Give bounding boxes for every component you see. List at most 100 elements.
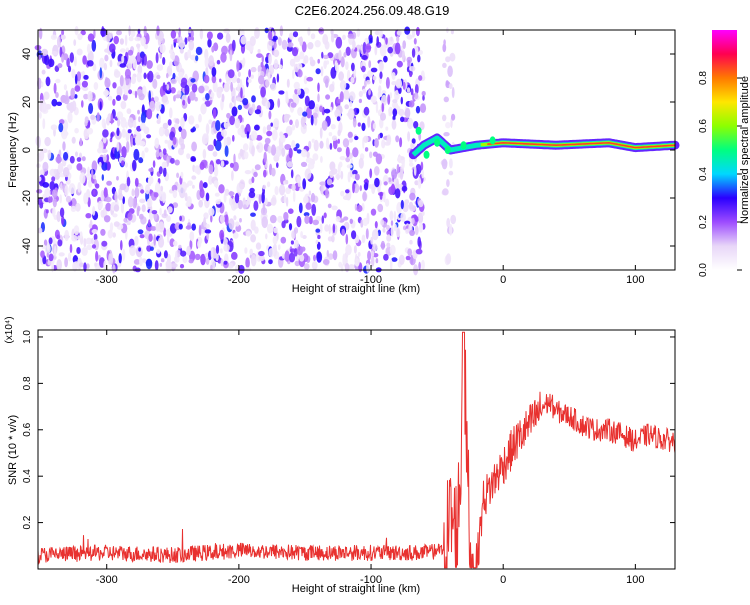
spectrogram-noise-cell [293, 81, 300, 90]
spectrogram-noise-cell [329, 83, 335, 93]
spectrogram-noise-cell [191, 175, 197, 180]
spectrogram-noise-cell [178, 223, 183, 230]
spectrogram-noise-cell [289, 119, 293, 126]
spectrogram-noise-cell [295, 55, 299, 61]
spectrogram-noise-cell [93, 82, 99, 90]
spectrogram-noise-cell [174, 159, 180, 166]
spectrogram-noise-cell [103, 260, 107, 271]
spectrogram-noise-cell [350, 76, 355, 84]
spectrogram-noise-cell [205, 66, 209, 78]
spectrogram-noise-cell [112, 264, 116, 274]
spectrogram-noise-cell [387, 46, 394, 54]
spectrogram-noise-cell [284, 250, 290, 262]
spectrogram-noise-cell [233, 153, 236, 165]
spectrogram-noise-cell [107, 95, 113, 101]
spectrogram-noise-cell [44, 136, 51, 147]
spectrogram-noise-cell [255, 242, 262, 250]
spectrogram-noise-cell [51, 98, 58, 107]
spectrogram-noise-cell [365, 228, 369, 240]
spectrogram-noise-cell [87, 50, 94, 63]
spectrogram-x-axis: -300 -200 -100 0 100 [96, 30, 645, 286]
spectrogram-noise-cell [101, 240, 108, 247]
spectrogram-noise-cell [396, 163, 400, 174]
spectrogram-noise-cell [239, 148, 244, 157]
spectrogram-noise-cell [43, 91, 50, 100]
spectrogram-noise-cell [232, 161, 239, 172]
spectrogram-noise-cell [216, 59, 221, 65]
spectrogram-noise-cell [170, 52, 176, 60]
spectrogram-noise-cell [116, 86, 123, 97]
spectrogram-noise-cell [407, 248, 413, 256]
snr-x-tick-label: -100 [360, 574, 382, 586]
spectrogram-noise-cell [51, 51, 58, 56]
spectrogram-noise-cell [169, 61, 173, 69]
spectrogram-tone-core [487, 141, 676, 149]
spectrogram-noise-cell [162, 193, 166, 204]
spectrogram-noise-cell [370, 208, 377, 216]
spectrogram-noise-cell [119, 183, 127, 191]
spectrogram-noise-cell [220, 248, 223, 254]
snr-series-line [37, 331, 676, 569]
spectrogram-noise-cell [393, 223, 397, 232]
spectrogram-noise-cell [411, 48, 416, 58]
spectrogram-noise-cell [218, 184, 225, 194]
spectrogram-noise-cell [100, 209, 105, 218]
spectrogram-noise-cell [396, 30, 402, 36]
spectrogram-noise-cell [298, 202, 303, 214]
spectrogram-noise-cell [156, 74, 161, 80]
spectrogram-noise-cell [377, 91, 382, 99]
spectrogram-noise-cell [61, 215, 65, 226]
spectrogram-noise-cell [273, 243, 277, 250]
spectrogram-noise-cell [361, 122, 366, 132]
spectrogram-noise-cell [442, 114, 447, 122]
spectrogram-noise-cell [134, 129, 138, 135]
spectrogram-noise-cell [319, 223, 323, 234]
spectrogram-noise-cell [413, 121, 419, 129]
spectrogram-noise-cell [79, 231, 83, 239]
snr-y-tick-label: 0.2 [22, 515, 33, 529]
spectrogram-noise-cell [231, 106, 238, 117]
spectrogram-noise-cell [300, 246, 306, 252]
spectrogram-noise-cell [441, 158, 448, 170]
spectrogram-noise-cell [62, 53, 69, 61]
spectrogram-noise-cell [122, 196, 125, 205]
spectrogram-noise-cell [303, 75, 308, 85]
spectrogram-noise-cell [208, 175, 213, 185]
spectrogram-noise-cell [285, 196, 289, 207]
spectrogram-noise-cell [326, 249, 329, 258]
spectrogram-noise-cell [159, 192, 162, 197]
spectrogram-noise-cell [171, 184, 178, 192]
spectrogram-noise-cell [162, 122, 169, 130]
spectrogram-noise-cell [400, 96, 403, 105]
spectrogram-noise-cell [290, 169, 294, 179]
spectrogram-noise-cell [307, 162, 315, 170]
spectrogram-noise-cell [85, 173, 92, 181]
spectrogram-noise-cell [237, 199, 244, 210]
spectrogram-noise-cell [352, 39, 356, 50]
spectrogram-noise-cell [205, 123, 210, 135]
spectrogram-noise-cell [370, 95, 377, 104]
spectrogram-noise-cell [127, 129, 132, 134]
spectrogram-noise-cell [119, 38, 124, 45]
spectrogram-noise-cell [159, 262, 163, 267]
spectrogram-noise-cell [161, 94, 168, 103]
spectrogram-noise-cell [100, 190, 105, 202]
spectrogram-noise-cell [114, 191, 118, 203]
spectrogram-noise-cell [292, 69, 295, 80]
spectrogram-noise-cell [156, 248, 161, 254]
spectrogram-noise-cell [138, 157, 144, 164]
spectrogram-noise-cell [61, 53, 65, 63]
spectrogram-noise-cell [371, 229, 379, 241]
spectrogram-noise-cell [59, 207, 65, 218]
spectrogram-noise-cell [160, 185, 164, 192]
spectrogram-noise-cell [347, 171, 351, 183]
spectrogram-noise-cell [40, 250, 45, 258]
spectrogram-noise-cell [339, 156, 346, 161]
spectrogram-noise-cell [370, 236, 374, 245]
spectrogram-noise-cell [231, 251, 238, 260]
spectrogram-noise-cell [213, 138, 217, 147]
spectrogram-noise-cell [208, 119, 213, 125]
spectrogram-noise-cell [250, 219, 256, 231]
spectrogram-noise-cell [56, 259, 62, 271]
